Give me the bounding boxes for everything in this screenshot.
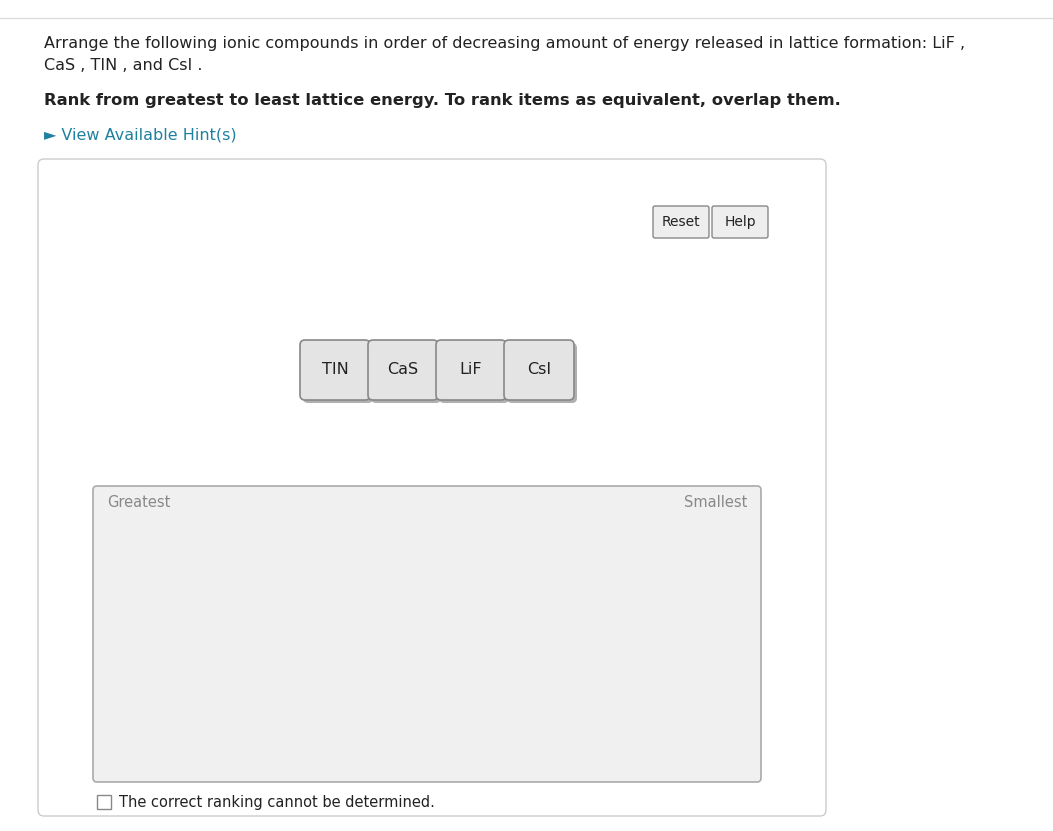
Text: LiF: LiF xyxy=(460,362,482,377)
Text: Reset: Reset xyxy=(661,215,700,229)
FancyBboxPatch shape xyxy=(506,343,577,403)
FancyBboxPatch shape xyxy=(367,340,438,400)
FancyBboxPatch shape xyxy=(439,343,509,403)
FancyBboxPatch shape xyxy=(436,340,506,400)
Bar xyxy=(97,795,111,809)
Text: TIN: TIN xyxy=(321,362,349,377)
FancyBboxPatch shape xyxy=(504,340,574,400)
Text: The correct ranking cannot be determined.: The correct ranking cannot be determined… xyxy=(119,794,435,809)
FancyBboxPatch shape xyxy=(300,340,370,400)
Text: Rank from greatest to least lattice energy. To rank items as equivalent, overlap: Rank from greatest to least lattice ener… xyxy=(44,93,840,108)
Text: CsI: CsI xyxy=(526,362,551,377)
FancyBboxPatch shape xyxy=(303,343,373,403)
FancyBboxPatch shape xyxy=(93,486,761,782)
Text: Smallest: Smallest xyxy=(683,495,747,510)
Text: CaS: CaS xyxy=(388,362,418,377)
Text: CaS , TIN , and CsI .: CaS , TIN , and CsI . xyxy=(44,58,202,73)
Text: Help: Help xyxy=(724,215,756,229)
Text: Greatest: Greatest xyxy=(107,495,171,510)
FancyBboxPatch shape xyxy=(38,159,826,816)
FancyBboxPatch shape xyxy=(712,206,768,238)
Text: ► View Available Hint(s): ► View Available Hint(s) xyxy=(44,128,237,143)
FancyBboxPatch shape xyxy=(371,343,441,403)
Text: Arrange the following ionic compounds in order of decreasing amount of energy re: Arrange the following ionic compounds in… xyxy=(44,36,966,51)
FancyBboxPatch shape xyxy=(653,206,709,238)
